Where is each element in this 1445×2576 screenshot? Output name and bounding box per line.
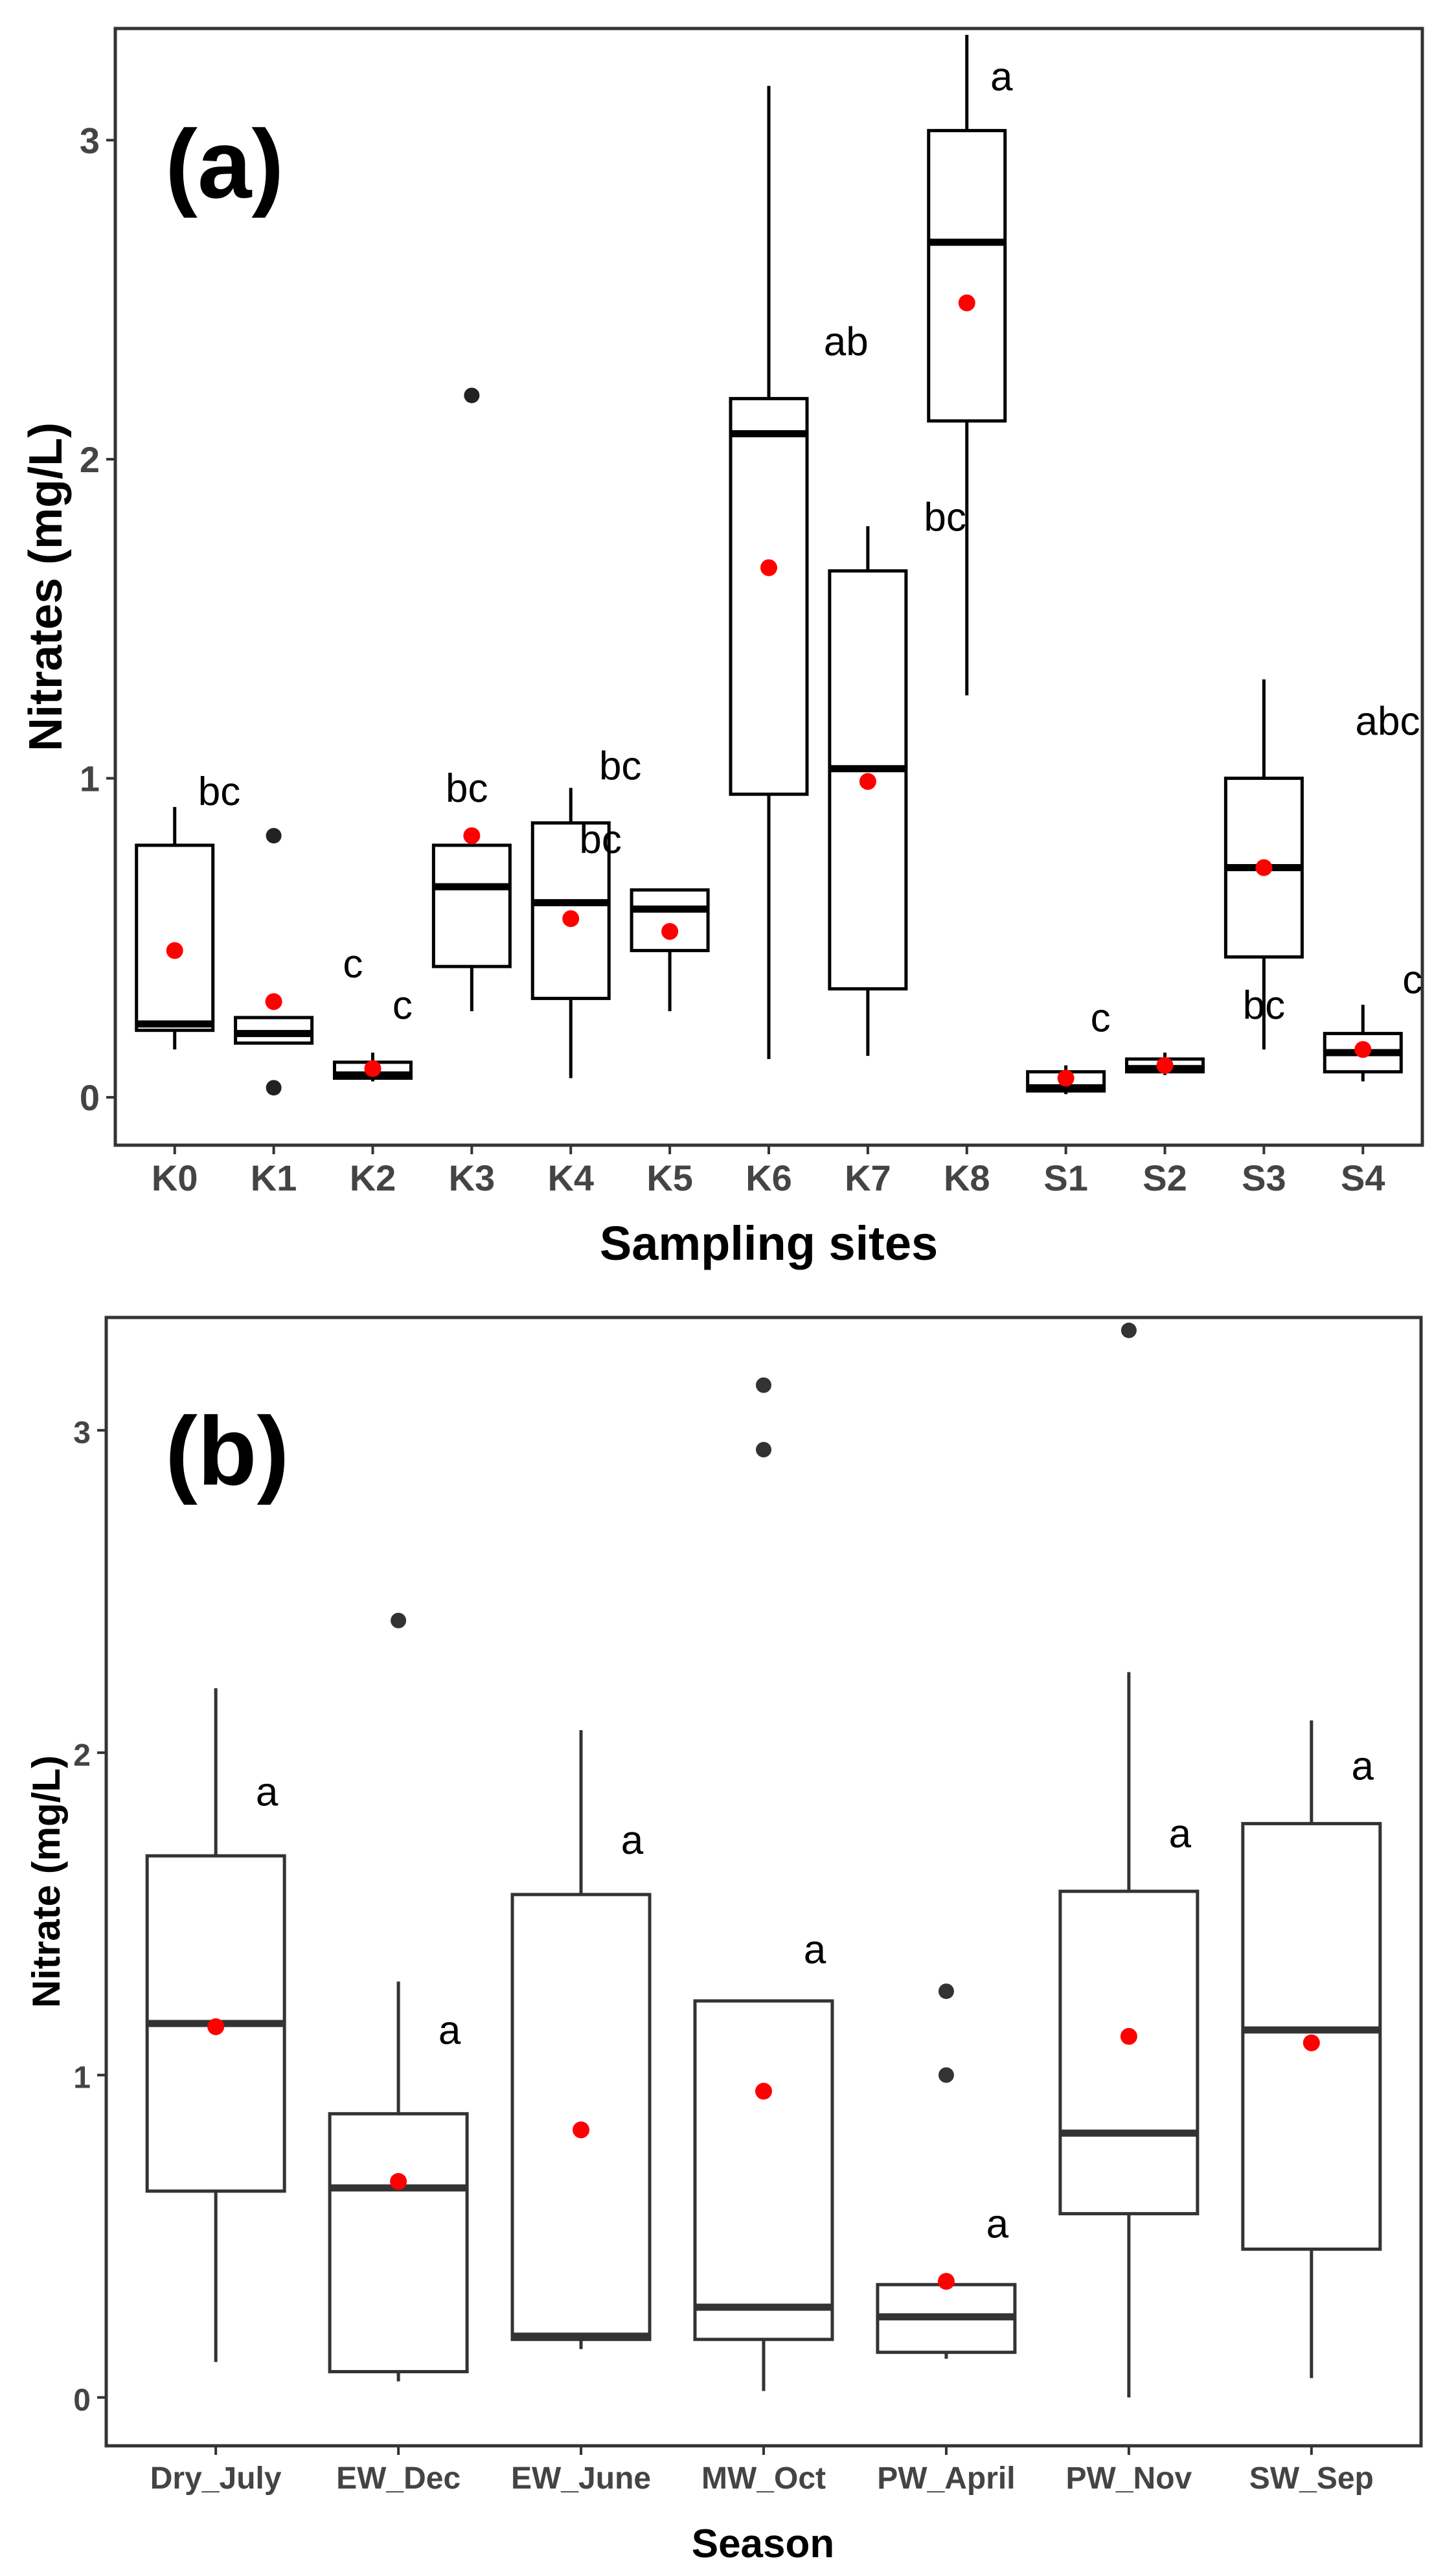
panel-b-box — [1058, 1889, 1200, 2216]
panel-a-significance-letter: ab — [824, 319, 869, 364]
panel-a-mean-point — [265, 993, 282, 1010]
panel-b-x-tick-label: PW_April — [877, 2461, 1015, 2496]
panel-a-y-tick-label: 0 — [80, 1077, 100, 1118]
panel-b-x-tick-label: EW_Dec — [336, 2461, 461, 2496]
panel-a-x-tick-label: S4 — [1341, 1157, 1385, 1198]
panel-a-significance-letter: c — [343, 942, 363, 986]
panel-b-mean-point — [755, 2082, 772, 2100]
panel-b-x-tick-label: PW_Nov — [1066, 2461, 1192, 2496]
panel-b-significance-letter: a — [256, 1770, 279, 1814]
panel-a-significance-letter: bc — [599, 744, 641, 789]
panel-a-x-axis-title: Sampling sites — [600, 1216, 938, 1270]
panel-b-significance-letter: a — [986, 2202, 1009, 2246]
panel-a-box — [729, 396, 809, 796]
panel-a-significance-letter: bc — [446, 766, 488, 811]
panel-b-box — [693, 1999, 834, 2342]
panel-a-x-tick-label: K8 — [944, 1157, 990, 1198]
panel-a-x-tick-label: S3 — [1242, 1157, 1286, 1198]
panel-b-mean-point — [207, 2018, 225, 2035]
panel-a-box — [630, 888, 710, 953]
panel-b-significance-letter: a — [1169, 1812, 1192, 1856]
panel-b-mean-point — [1303, 2034, 1320, 2051]
panel-a-mean-point — [859, 773, 876, 790]
panel-a-x-tick-label: S2 — [1143, 1157, 1187, 1198]
panel-a-x-tick-label: K7 — [845, 1157, 891, 1198]
panel-a-mean-point — [463, 827, 481, 845]
panel-a-y-tick-label: 2 — [80, 439, 100, 480]
panel-a-x-tick-label: K3 — [449, 1157, 495, 1198]
panel-a-mean-point — [1354, 1041, 1372, 1058]
panel-b-y-tick-label: 0 — [73, 2383, 91, 2417]
panel-b-outlier-point — [756, 1442, 771, 1458]
panel-a-significance-letter: abc — [1356, 700, 1420, 744]
panel-b-box — [328, 2112, 469, 2374]
panel-a-marks: 0 1 2 3 K0 bc K1 c K2 c K3 bc K4 bc K5 bc K6 ab K7 bc K8 a S1 c… — [80, 34, 1422, 1198]
panel-a-x-tick-label: K5 — [646, 1157, 693, 1198]
panel-b-y-tick-label: 3 — [73, 1416, 91, 1450]
panel-b-significance-letter: a — [438, 2009, 461, 2053]
panel-b-y-tick-label: 2 — [73, 1738, 91, 1773]
panel-a-y-tick-label: 3 — [80, 120, 100, 161]
panel-b-outlier-point — [756, 1377, 771, 1393]
panel-b-mean-point — [937, 2273, 955, 2290]
panel-b-x-tick-label: SW_Sep — [1249, 2461, 1374, 2496]
panel-a-box — [927, 129, 1007, 423]
panel-b-label: (b) — [165, 1396, 290, 1505]
panel-a-y-axis-title: Nitrates (mg/L) — [20, 422, 72, 751]
panel-a-mean-point — [1255, 859, 1273, 876]
panel-a-significance-letter: bc — [198, 769, 240, 814]
panel-a-significance-letter: c — [1402, 958, 1422, 1003]
panel-a-outlier-point — [464, 387, 480, 404]
panel-a-mean-point — [166, 942, 183, 959]
panel-b-y-tick-label: 1 — [73, 2061, 91, 2095]
panel-b-significance-letter: a — [804, 1928, 826, 1972]
panel-a-significance-letter: a — [990, 55, 1013, 100]
panel-b-mean-point — [573, 2121, 590, 2139]
panel-b-mean-point — [1120, 2027, 1137, 2045]
panel-a-y-tick-label: 1 — [80, 758, 100, 799]
panel-b-significance-letter: a — [621, 1818, 644, 1863]
panel-a-x-tick-label: K4 — [547, 1157, 594, 1198]
panel-a-x-tick-label: S1 — [1043, 1157, 1088, 1198]
panel-a-mean-point — [661, 922, 679, 940]
panel-b-x-axis-title: Season — [692, 2522, 835, 2566]
panel-b-box — [510, 1893, 652, 2342]
panel-a-mean-point — [364, 1060, 381, 1077]
panel-a-outlier-point — [266, 1080, 282, 1096]
panel-b-outlier-point — [938, 1983, 954, 2000]
panel-a-chart: (a) 0 1 2 3 K0 bc K1 c K2 c K3 bc K4 bc K5 bc K6 ab K7 bc K8… — [20, 27, 1424, 1270]
panel-b-significance-letter: a — [1352, 1744, 1374, 1789]
panel-b-outlier-point — [391, 1612, 407, 1628]
panel-b-chart: (b) 0 1 2 3 Dry_July a EW_Dec a EW_June a MW_Oct a P… — [25, 1316, 1423, 2566]
panel-b-x-tick-label: MW_Oct — [701, 2461, 826, 2496]
panel-a-box — [135, 843, 215, 1032]
panel-a-mean-point — [1057, 1069, 1075, 1087]
panel-a-significance-letter: bc — [924, 495, 966, 540]
panel-a-x-tick-label: K2 — [350, 1157, 396, 1198]
panel-b-marks: 0 1 2 3 Dry_July a EW_Dec a EW_June a MW_Oct a PW_Ap… — [73, 1322, 1382, 2496]
panel-a-significance-letter: c — [393, 983, 413, 1028]
panel-b-mean-point — [390, 2172, 407, 2190]
panel-a-significance-letter: c — [1091, 996, 1111, 1041]
panel-b-y-axis-title: Nitrate (mg/L) — [25, 1755, 68, 2008]
panel-a-label: (a) — [165, 109, 284, 218]
panel-a-outlier-point — [266, 828, 282, 844]
panel-a-mean-point — [562, 910, 580, 928]
panel-b-outlier-point — [1121, 1322, 1137, 1338]
panel-a-mean-point — [1156, 1056, 1174, 1074]
panel-a-mean-point — [760, 559, 777, 576]
panel-a-significance-letter: bc — [579, 817, 621, 862]
panel-b-x-tick-label: Dry_July — [150, 2461, 282, 2496]
panel-a-x-tick-label: K1 — [251, 1157, 297, 1198]
panel-a-box — [431, 843, 512, 968]
panel-b-x-tick-label: EW_June — [511, 2461, 651, 2496]
panel-a-x-tick-label: K0 — [152, 1157, 198, 1198]
panel-b-outlier-point — [938, 2067, 954, 2083]
panel-a-mean-point — [958, 294, 975, 312]
panel-a-x-tick-label: K6 — [745, 1157, 792, 1198]
